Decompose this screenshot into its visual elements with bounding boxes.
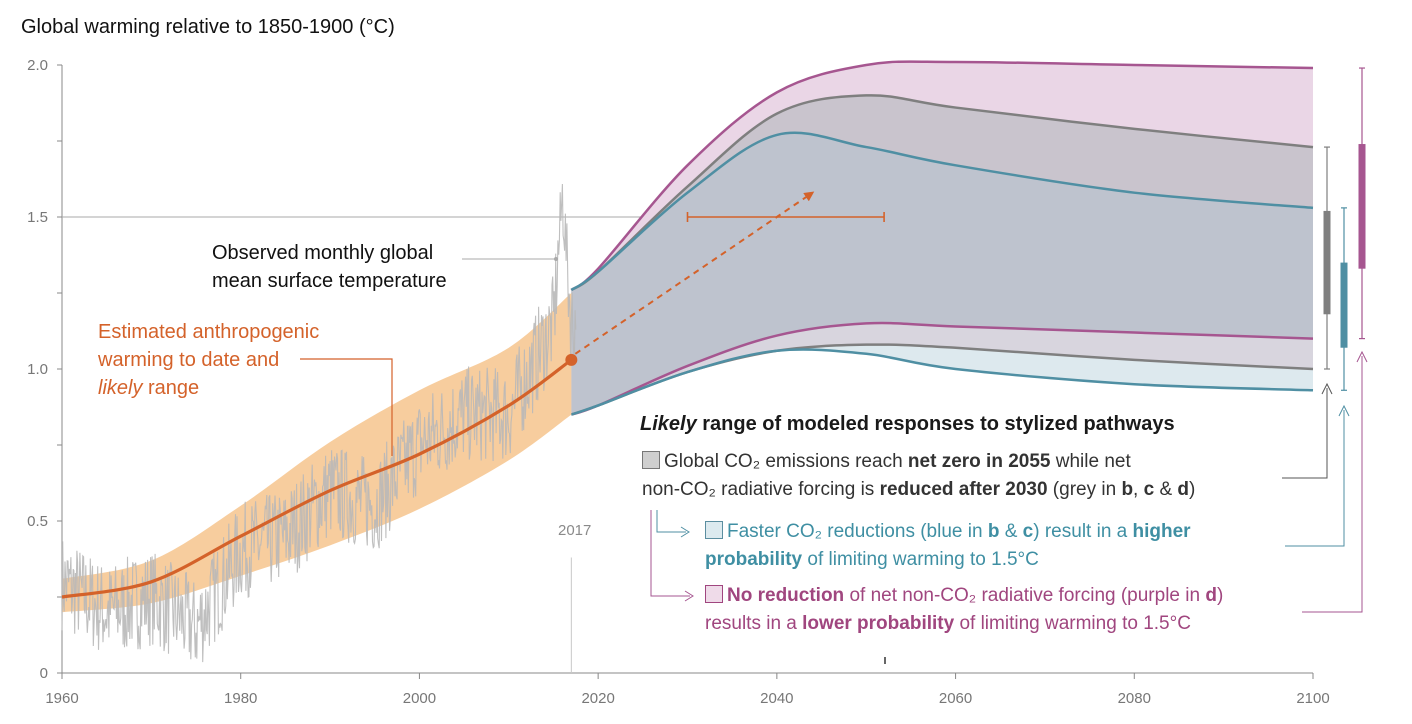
- purple-upper-line: [570, 60, 1314, 291]
- lg2b: reduced after 2030: [879, 479, 1048, 500]
- purple-grey-lower-fill: [571, 322, 1313, 415]
- blue-bracket-arrow: [680, 526, 690, 538]
- y-tick-label: 1.5: [27, 209, 48, 226]
- lg2d: b: [1121, 479, 1134, 500]
- x-tick-label: 2060: [939, 690, 972, 707]
- purple-swatch: [705, 585, 723, 603]
- grey-swatch: [642, 451, 660, 469]
- lg2h: d: [1177, 479, 1190, 500]
- lg1b: net zero in 2055: [907, 451, 1051, 472]
- lg1c: while net: [1050, 451, 1131, 472]
- likely-italic: likely: [98, 377, 143, 399]
- legend-blue-line2: probability of limiting warming to 1.5°C: [705, 546, 1191, 574]
- legend-purple-line1: No reduction of net non-CO₂ radiative fo…: [705, 582, 1223, 610]
- legend-blue: Faster CO₂ reductions (blue in b & c) re…: [705, 518, 1191, 574]
- purple-lower-line: [570, 321, 1314, 416]
- x-tick-label: 1980: [224, 690, 257, 707]
- blue-range-box: [1340, 262, 1348, 348]
- anthropogenic-leader: [300, 358, 393, 456]
- lg2i: ): [1189, 479, 1196, 500]
- grey-connector-arrow: [1321, 382, 1333, 395]
- legend-grey-line2: non-CO₂ radiative forcing is reduced aft…: [642, 476, 1195, 504]
- lg2g: &: [1154, 479, 1178, 500]
- anthropogenic-annotation-line3: likely range: [98, 374, 319, 402]
- blue-swatch: [705, 521, 723, 539]
- lp2c: of limiting warming to 1.5°C: [954, 613, 1191, 634]
- lg1a: Global CO₂ emissions reach: [664, 451, 908, 472]
- observed-annotation-line1: Observed monthly global: [212, 242, 434, 264]
- observed-annotation-line2: mean surface temperature: [212, 270, 447, 292]
- lp1b: of net non-CO₂ radiative forcing (purple…: [844, 585, 1206, 606]
- purple-range-box: [1358, 144, 1366, 269]
- purple-connector: [1302, 356, 1363, 613]
- observed-leader-dot: [554, 257, 558, 261]
- lg2c: (grey in: [1047, 479, 1122, 500]
- anthropogenic-annotation-line2: warming to date and: [98, 349, 280, 371]
- anthropogenic-annotation: Estimated anthropogenic warming to date …: [98, 318, 319, 402]
- y-tick-label: 1.0: [27, 361, 48, 378]
- chart-title: Global warming relative to 1850-1900 (°C…: [21, 16, 395, 38]
- lb1c: &: [999, 521, 1023, 542]
- purple-connector-arrow: [1356, 350, 1368, 363]
- grey-range-box: [1323, 210, 1331, 315]
- blue-lower-line: [570, 348, 1314, 416]
- anthropogenic-annotation-line1: Estimated anthropogenic: [98, 321, 320, 343]
- x-tick-label: 2080: [1118, 690, 1151, 707]
- y-tick-label: 0: [40, 665, 48, 682]
- year-2017-marker: 2017: [558, 522, 592, 539]
- lb1b: b: [987, 521, 1000, 542]
- legend-purple-line2: results in a lower probability of limiti…: [705, 610, 1223, 638]
- x-tick-label: 2020: [581, 690, 614, 707]
- purple-bracket: [650, 510, 690, 597]
- lg2e: ,: [1133, 479, 1144, 500]
- lp1c: d: [1205, 585, 1217, 606]
- y-tick-label: 0.5: [27, 513, 48, 530]
- grey-connector: [1282, 388, 1328, 479]
- blue-bracket: [656, 510, 686, 533]
- lp2b: lower probability: [802, 613, 955, 634]
- x-tick-label: 2000: [403, 690, 436, 707]
- lp1a: No reduction: [727, 585, 845, 606]
- legend-title-rest: range of modeled responses to stylized p…: [696, 413, 1175, 435]
- lb2a: probability: [705, 549, 803, 570]
- anthropogenic-likely-band: [62, 293, 572, 613]
- legend-title: Likely range of modeled responses to sty…: [640, 413, 1175, 436]
- legend-title-italic: Likely: [640, 413, 697, 435]
- blue-upper-line: [570, 131, 1314, 292]
- legend-purple: No reduction of net non-CO₂ radiative fo…: [705, 582, 1223, 638]
- x-tick-label: 1960: [45, 690, 78, 707]
- anthropogenic-2017-dot: [565, 353, 578, 366]
- lb1e: ) result in a: [1033, 521, 1133, 542]
- blue-connector: [1285, 410, 1345, 547]
- x-tick-label: 2100: [1296, 690, 1329, 707]
- lb2b: of limiting warming to 1.5°C: [802, 549, 1039, 570]
- trend-arrow: [574, 191, 815, 355]
- observed-monthly-line: [61, 183, 577, 663]
- lg2f: c: [1143, 479, 1155, 500]
- observed-annotation: Observed monthly global mean surface tem…: [212, 239, 447, 295]
- lb1d: c: [1022, 521, 1034, 542]
- x-tick-label: 2040: [760, 690, 793, 707]
- lg2a: non-CO₂ radiative forcing is: [642, 479, 880, 500]
- purple-bracket-arrow: [684, 590, 694, 602]
- legend-grey: Global CO₂ emissions reach net zero in 2…: [642, 448, 1195, 504]
- anthropogenic-line: [61, 358, 573, 599]
- lp2a: results in a: [705, 613, 803, 634]
- lb1f: higher: [1132, 521, 1191, 542]
- y-tick-label: 2.0: [27, 57, 48, 74]
- lp1d: ): [1216, 585, 1224, 606]
- legend-blue-line1: Faster CO₂ reductions (blue in b & c) re…: [705, 518, 1191, 546]
- lb1a: Faster CO₂ reductions (blue in: [727, 521, 988, 542]
- blue-connector-arrow: [1338, 404, 1350, 417]
- range-text: range: [142, 377, 200, 399]
- legend-grey-line1: Global CO₂ emissions reach net zero in 2…: [642, 448, 1195, 476]
